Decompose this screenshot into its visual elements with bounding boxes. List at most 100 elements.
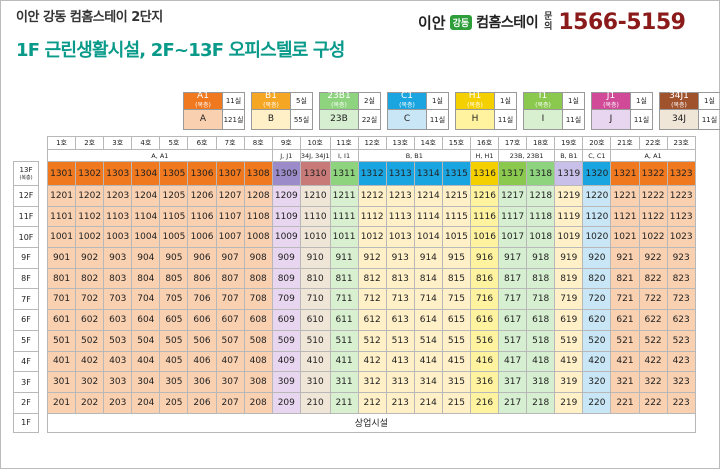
unit-cell[interactable]: 617: [498, 309, 528, 331]
unit-cell[interactable]: 1211: [329, 185, 359, 207]
unit-cell[interactable]: 1313: [385, 161, 415, 186]
unit-cell[interactable]: 218: [526, 391, 556, 414]
unit-cell[interactable]: 422: [638, 350, 668, 373]
unit-cell[interactable]: 1317: [498, 161, 528, 186]
unit-cell[interactable]: 923: [666, 247, 696, 269]
unit-cell[interactable]: 1103: [103, 205, 133, 228]
unit-cell[interactable]: 1123: [666, 205, 696, 228]
unit-cell[interactable]: 216: [469, 391, 500, 414]
unit-cell[interactable]: 415: [441, 350, 471, 373]
unit-cell[interactable]: 1015: [441, 226, 471, 249]
unit-cell[interactable]: 1017: [498, 226, 528, 249]
unit-cell[interactable]: 917: [498, 247, 528, 269]
unit-cell[interactable]: 819: [554, 267, 584, 290]
unit-cell[interactable]: 1323: [666, 161, 696, 186]
unit-cell[interactable]: 213: [385, 391, 415, 414]
unit-cell[interactable]: 601: [46, 309, 77, 331]
unit-cell[interactable]: 809: [271, 267, 301, 290]
unit-cell[interactable]: 812: [357, 267, 387, 290]
unit-cell[interactable]: 1011: [329, 226, 359, 249]
unit-cell[interactable]: 423: [666, 350, 696, 373]
unit-cell[interactable]: 907: [215, 247, 245, 269]
unit-cell[interactable]: 1218: [526, 185, 556, 207]
unit-cell[interactable]: 322: [638, 371, 668, 393]
unit-cell[interactable]: 916: [469, 247, 500, 269]
unit-cell[interactable]: 610: [299, 309, 331, 331]
unit-cell[interactable]: 1301: [46, 161, 77, 186]
unit-cell[interactable]: 221: [610, 391, 640, 414]
unit-cell[interactable]: 509: [271, 329, 301, 352]
unit-cell[interactable]: 511: [329, 329, 359, 352]
unit-cell[interactable]: 808: [243, 267, 273, 290]
unit-cell[interactable]: 1018: [526, 226, 556, 249]
unit-cell[interactable]: 717: [498, 288, 528, 311]
unit-cell[interactable]: 1208: [243, 185, 273, 207]
unit-cell[interactable]: 621: [610, 309, 640, 331]
unit-cell[interactable]: 1306: [187, 161, 217, 186]
unit-cell[interactable]: 420: [582, 350, 612, 373]
unit-cell[interactable]: 1007: [215, 226, 245, 249]
unit-cell[interactable]: 1204: [131, 185, 161, 207]
unit-cell[interactable]: 513: [385, 329, 415, 352]
unit-cell[interactable]: 1115: [441, 205, 471, 228]
unit-cell[interactable]: 707: [215, 288, 245, 311]
unit-cell[interactable]: 820: [582, 267, 612, 290]
unit-cell[interactable]: 722: [638, 288, 668, 311]
unit-cell[interactable]: 514: [413, 329, 443, 352]
unit-cell[interactable]: 408: [243, 350, 273, 373]
unit-cell[interactable]: 1322: [638, 161, 668, 186]
unit-cell[interactable]: 622: [638, 309, 668, 331]
unit-cell[interactable]: 721: [610, 288, 640, 311]
unit-cell[interactable]: 306: [187, 371, 217, 393]
unit-cell[interactable]: 421: [610, 350, 640, 373]
unit-cell[interactable]: 615: [441, 309, 471, 331]
unit-cell[interactable]: 1212: [357, 185, 387, 207]
unit-cell[interactable]: 313: [385, 371, 415, 393]
unit-cell[interactable]: 207: [215, 391, 245, 414]
unit-cell[interactable]: 212: [357, 391, 387, 414]
unit-cell[interactable]: 307: [215, 371, 245, 393]
unit-cell[interactable]: 404: [131, 350, 161, 373]
unit-cell[interactable]: 1311: [329, 161, 359, 186]
unit-cell[interactable]: 720: [582, 288, 612, 311]
unit-cell[interactable]: 708: [243, 288, 273, 311]
unit-cell[interactable]: 1021: [610, 226, 640, 249]
unit-cell[interactable]: 418: [526, 350, 556, 373]
unit-cell[interactable]: 417: [498, 350, 528, 373]
unit-cell[interactable]: 618: [526, 309, 556, 331]
unit-cell[interactable]: 1203: [103, 185, 133, 207]
unit-cell[interactable]: 201: [46, 391, 77, 414]
unit-cell[interactable]: 703: [103, 288, 133, 311]
unit-cell[interactable]: 1220: [582, 185, 612, 207]
unit-cell[interactable]: 1014: [413, 226, 443, 249]
phone-number[interactable]: 1566-5159: [558, 9, 686, 35]
unit-cell[interactable]: 203: [103, 391, 133, 414]
unit-cell[interactable]: 1221: [610, 185, 640, 207]
unit-cell[interactable]: 1111: [329, 205, 359, 228]
unit-cell[interactable]: 902: [75, 247, 105, 269]
unit-cell[interactable]: 905: [159, 247, 189, 269]
unit-cell[interactable]: 1307: [215, 161, 245, 186]
unit-cell[interactable]: 1114: [413, 205, 443, 228]
unit-cell[interactable]: 914: [413, 247, 443, 269]
unit-cell[interactable]: 1222: [638, 185, 668, 207]
unit-cell[interactable]: 314: [413, 371, 443, 393]
unit-cell[interactable]: 718: [526, 288, 556, 311]
unit-cell[interactable]: 403: [103, 350, 133, 373]
unit-cell[interactable]: 813: [385, 267, 415, 290]
unit-cell[interactable]: 805: [159, 267, 189, 290]
unit-cell[interactable]: 1206: [187, 185, 217, 207]
unit-cell[interactable]: 202: [75, 391, 105, 414]
unit-cell[interactable]: 502: [75, 329, 105, 352]
unit-cell[interactable]: 911: [329, 247, 359, 269]
unit-cell[interactable]: 302: [75, 371, 105, 393]
unit-cell[interactable]: 1217: [498, 185, 528, 207]
unit-cell[interactable]: 719: [554, 288, 584, 311]
unit-cell[interactable]: 912: [357, 247, 387, 269]
unit-cell[interactable]: 323: [666, 371, 696, 393]
unit-cell[interactable]: 503: [103, 329, 133, 352]
unit-cell[interactable]: 320: [582, 371, 612, 393]
unit-cell[interactable]: 318: [526, 371, 556, 393]
unit-cell[interactable]: 705: [159, 288, 189, 311]
unit-cell[interactable]: 704: [131, 288, 161, 311]
